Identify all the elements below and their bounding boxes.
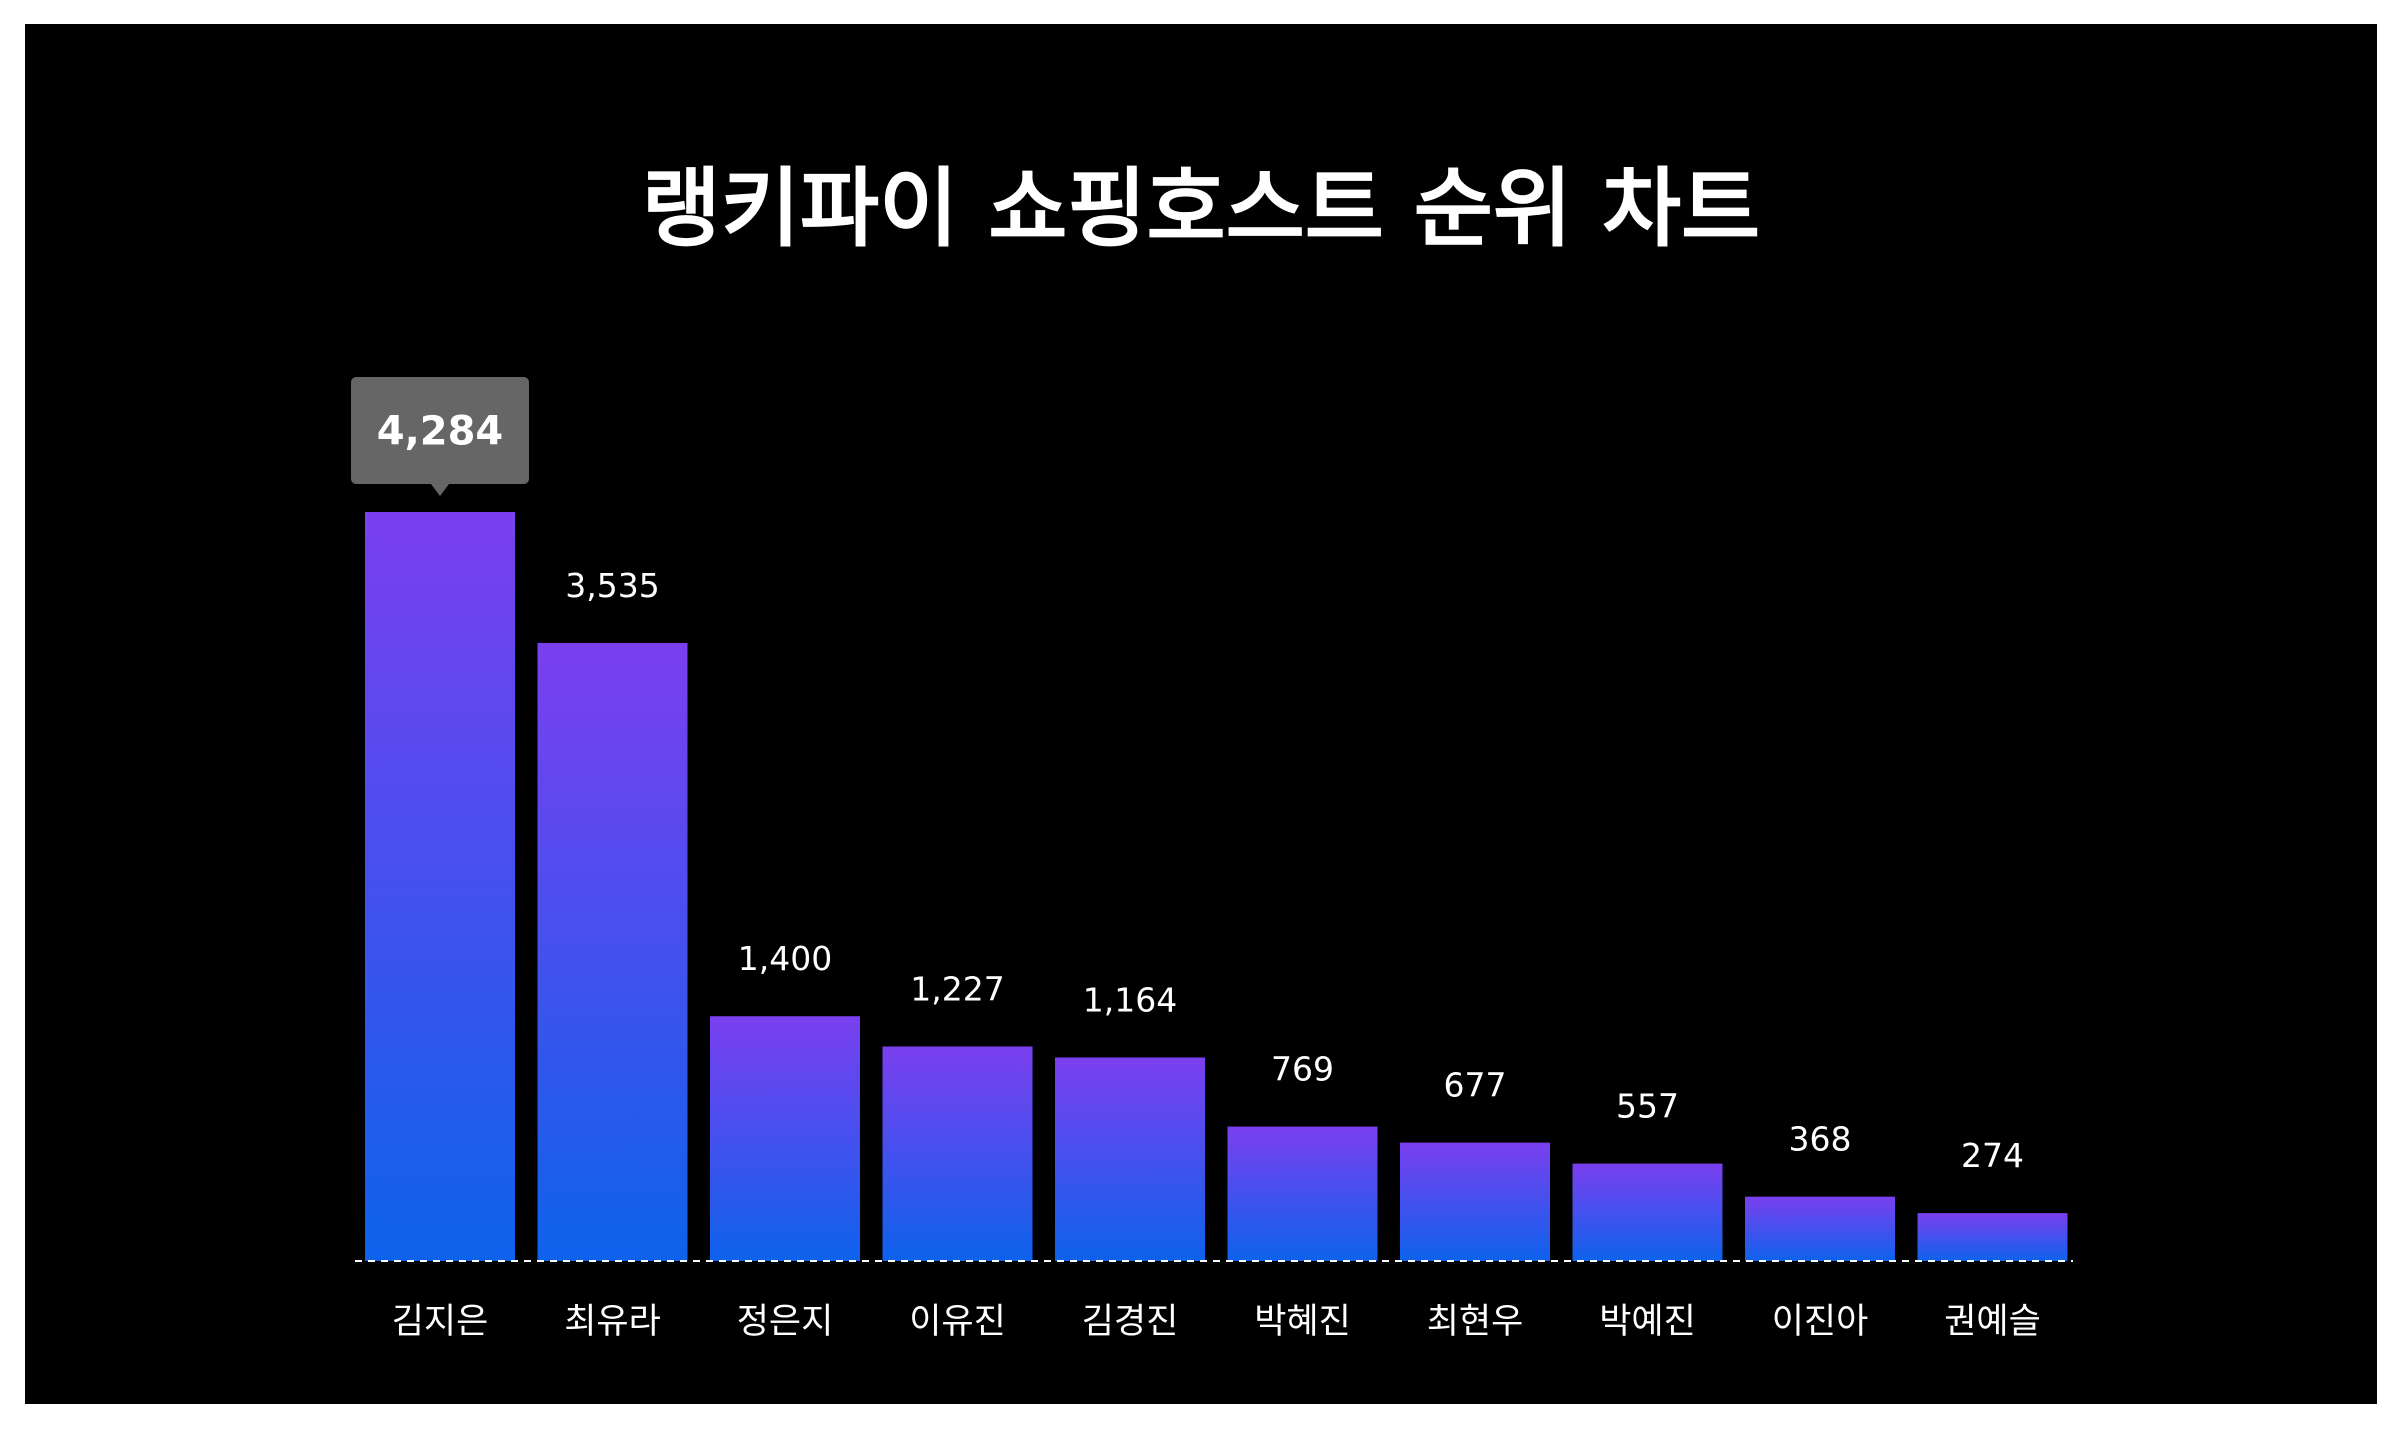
chart-title: 랭키파이 쇼핑호스트 순위 차트 <box>641 159 1761 259</box>
bar-8 <box>1572 1163 1723 1261</box>
bar-10 <box>1917 1213 2068 1261</box>
category-label-1: 김지은 <box>392 1302 489 1342</box>
category-label-3: 정은지 <box>737 1302 834 1342</box>
category-label-9: 이진아 <box>1772 1302 1869 1342</box>
category-label-4: 이유진 <box>909 1302 1006 1342</box>
category-label-6: 박혜진 <box>1254 1302 1351 1342</box>
bar-value-label-2: 3,535 <box>565 566 659 605</box>
bar-chart: 4,284 김지은 3,535 최유라 1,400 정은지 1,227 이유진 1,164 김경진… <box>351 377 2073 1342</box>
bar-value-label-6: 769 <box>1271 1050 1334 1089</box>
bar-3 <box>710 1016 860 1261</box>
bar-4 <box>882 1046 1033 1261</box>
bar-value-label-9: 368 <box>1789 1120 1852 1159</box>
category-label-5: 김경진 <box>1082 1302 1179 1342</box>
bar-value-label-5: 1,164 <box>1083 980 1177 1019</box>
value-tooltip: 4,284 <box>351 377 529 496</box>
bar-6 <box>1227 1126 1378 1261</box>
category-label-10: 권예슬 <box>1944 1302 2041 1342</box>
bar-value-label-8: 557 <box>1616 1087 1679 1126</box>
category-label-8: 박예진 <box>1599 1302 1696 1342</box>
bar-value-label-3: 1,400 <box>738 939 832 978</box>
bar-9 <box>1745 1196 1895 1261</box>
bar-1 <box>365 512 515 1261</box>
bar-value-label-1: 4,284 <box>377 409 504 455</box>
bar-value-label-7: 677 <box>1444 1066 1507 1105</box>
chart-panel: 랭키파이 쇼핑호스트 순위 차트 4,284 김지은 3,535 최유라 1,400 정은… <box>25 24 2377 1404</box>
bar-5 <box>1055 1057 1205 1261</box>
bar-value-label-10: 274 <box>1961 1136 2024 1175</box>
tooltip-box <box>351 377 529 484</box>
bar-value-label-4: 1,227 <box>910 969 1004 1008</box>
category-label-7: 최현우 <box>1427 1302 1524 1342</box>
tooltip-pointer <box>431 484 449 496</box>
category-label-2: 최유라 <box>564 1302 661 1342</box>
bar-2 <box>537 642 688 1261</box>
bar-7 <box>1400 1142 1550 1261</box>
